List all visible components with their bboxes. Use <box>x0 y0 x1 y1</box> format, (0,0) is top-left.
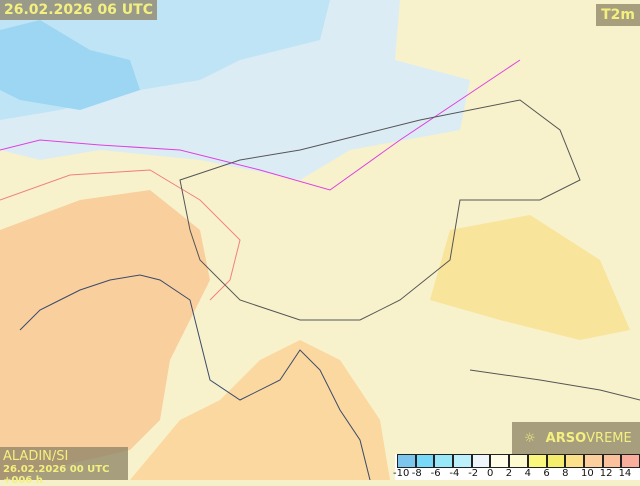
legend-tick: -4 <box>449 468 460 479</box>
coastline <box>19 274 371 480</box>
adriatic-coast <box>130 340 390 480</box>
legend-tick: -10 <box>393 468 410 479</box>
legend-swatch <box>415 454 435 468</box>
legend-tick: 0 <box>486 468 494 479</box>
brand-logo: ☼ ARSOVREME <box>512 422 640 454</box>
color-legend: -10 -8 -6 -4 -2 0 2 4 6 8 10 12 14 <box>393 454 640 480</box>
model-info: ALADIN/SI 26.02.2026 00 UTC +006 h <box>0 447 128 486</box>
legend-tick: 4 <box>524 468 531 479</box>
legend-swatch <box>434 454 454 468</box>
legend-swatch <box>621 454 640 468</box>
legend-swatch <box>471 454 491 468</box>
legend-tick: 10 <box>580 468 594 479</box>
legend-tick: -8 <box>411 468 422 479</box>
sea-region <box>0 190 210 480</box>
legend-swatch <box>490 454 510 468</box>
legend-tick: 12 <box>599 468 613 479</box>
warm-lowland <box>430 215 630 340</box>
model-run: 26.02.2026 00 UTC +006 h <box>3 464 110 486</box>
brand-light: VREME <box>586 430 632 446</box>
legend-tick: -2 <box>468 468 479 479</box>
legend-tick: 2 <box>505 468 513 479</box>
brand-bold: ARSO <box>545 430 587 446</box>
legend-tick: -6 <box>430 468 441 479</box>
valid-time-label: 26.02.2026 06 UTC <box>0 0 157 20</box>
legend-swatch <box>453 454 472 468</box>
legend-swatch <box>546 454 566 468</box>
legend-tick: 8 <box>562 468 569 479</box>
legend-swatch <box>397 454 416 468</box>
legend-swatch <box>565 454 584 468</box>
border <box>179 99 581 321</box>
sun-crossed-icon: ☼ <box>524 430 536 446</box>
isoline-zero <box>0 59 521 191</box>
legend-swatch <box>602 454 622 468</box>
legend-swatch <box>509 454 528 468</box>
legend-tick: 6 <box>543 468 550 479</box>
legend-tick: 14 <box>618 468 632 479</box>
legend-swatch <box>527 454 547 468</box>
model-name: ALADIN/SI <box>3 449 69 464</box>
coast-band <box>0 169 241 301</box>
border-east <box>469 369 640 401</box>
legend-swatch <box>583 454 603 468</box>
coldest-patch <box>0 20 140 110</box>
parameter-label: T2m <box>596 4 640 26</box>
